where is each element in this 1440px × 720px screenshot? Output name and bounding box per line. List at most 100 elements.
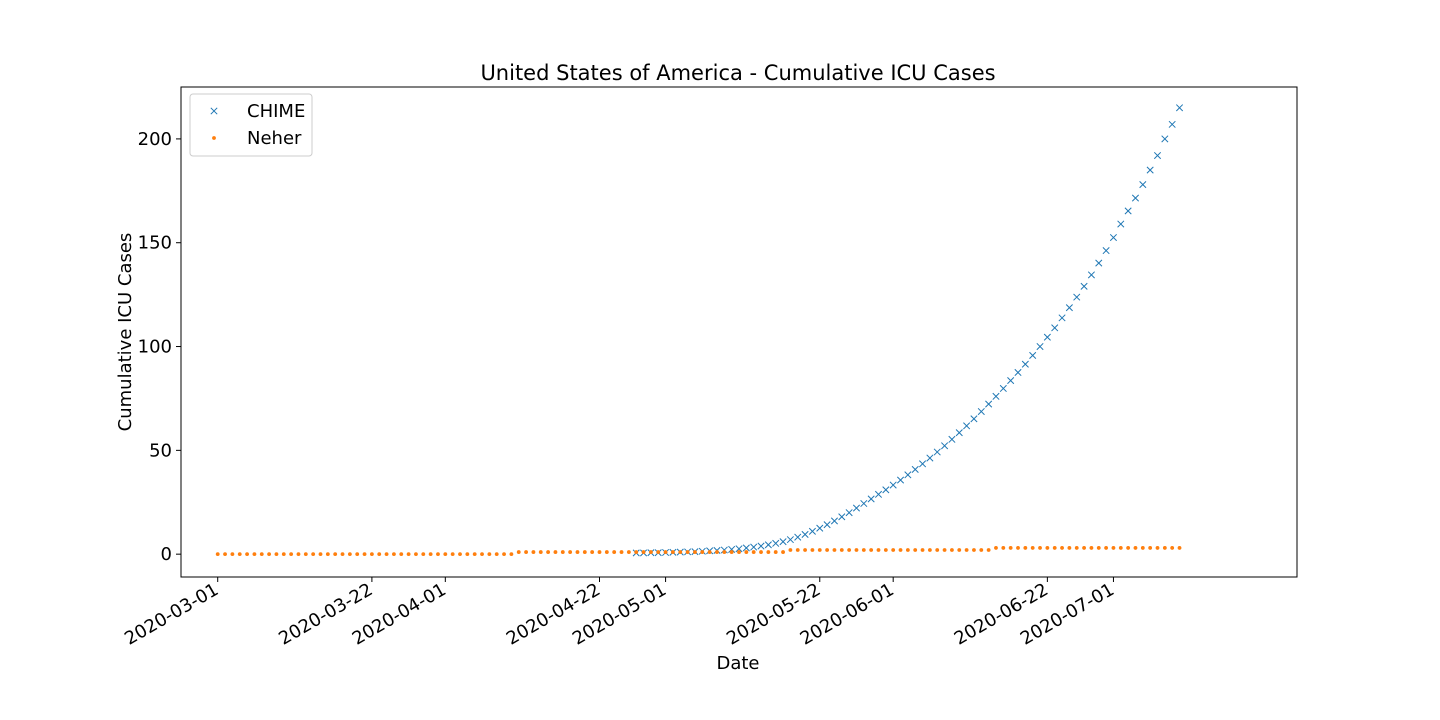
data-point-neher <box>648 550 653 554</box>
data-point-chime <box>1058 314 1066 322</box>
legend: CHIME Neher <box>189 93 313 157</box>
data-point-chime <box>904 471 912 479</box>
data-point-chime <box>728 545 736 553</box>
data-point-neher <box>296 552 301 557</box>
data-point-neher <box>898 548 903 552</box>
data-point-neher <box>443 552 448 557</box>
data-point-neher <box>626 550 631 554</box>
data-point-neher <box>414 552 418 557</box>
data-point-neher <box>1067 546 1072 550</box>
data-point-neher <box>722 550 727 554</box>
data-point-chime <box>742 544 750 552</box>
data-point-neher <box>913 548 918 552</box>
data-point-chime <box>757 542 765 550</box>
data-point-neher <box>612 550 617 554</box>
data-point-neher <box>215 552 220 557</box>
data-point-neher <box>480 552 484 557</box>
data-point-neher <box>1111 546 1116 550</box>
data-point-neher <box>854 548 859 552</box>
data-point-chime <box>1102 247 1110 255</box>
data-point-neher <box>986 548 991 552</box>
data-point-neher <box>465 552 470 557</box>
data-point-neher <box>318 552 323 557</box>
chart-title: United States of America - Cumulative IC… <box>480 61 995 85</box>
data-point-neher <box>281 552 286 557</box>
data-point-chime <box>1014 368 1022 377</box>
legend-marker-chime <box>210 107 218 115</box>
data-point-chime <box>867 495 875 503</box>
data-point-neher <box>950 548 954 552</box>
data-point-neher <box>803 548 807 552</box>
data-point-neher <box>773 550 778 554</box>
data-point-neher <box>531 550 536 554</box>
data-point-neher <box>311 552 316 557</box>
data-point-chime <box>779 538 787 546</box>
data-point-neher <box>1133 546 1138 550</box>
data-point-chime <box>1139 181 1147 189</box>
data-point-neher <box>957 548 962 552</box>
data-point-neher <box>340 552 345 557</box>
data-point-chime <box>1007 377 1015 385</box>
data-point-chime <box>786 536 794 544</box>
data-point-chime <box>882 486 890 494</box>
data-point-neher <box>303 552 308 557</box>
data-point-neher <box>274 552 279 557</box>
data-point-neher <box>516 550 521 554</box>
data-point-neher <box>1038 546 1042 550</box>
data-point-neher <box>766 550 771 554</box>
data-point-chime <box>1117 220 1125 228</box>
data-point-neher <box>729 550 734 554</box>
data-point-neher <box>230 552 235 557</box>
data-point-neher <box>869 548 874 552</box>
y-tick-label: 200 <box>138 129 172 150</box>
data-point-chime <box>1153 151 1162 160</box>
data-point-neher <box>905 548 910 552</box>
data-point-neher <box>663 550 668 554</box>
data-point-neher <box>428 552 433 557</box>
data-point-chime <box>720 546 728 554</box>
data-point-chime <box>808 527 816 535</box>
data-point-neher <box>1030 546 1035 550</box>
data-point-neher <box>847 548 852 552</box>
data-point-neher <box>861 548 866 552</box>
data-point-neher <box>1074 546 1079 550</box>
plot-area <box>180 86 1298 578</box>
data-point-chime <box>992 392 1000 400</box>
data-point-chime <box>970 415 978 423</box>
data-point-neher <box>891 548 896 552</box>
data-point-chime <box>896 476 905 484</box>
data-point-neher <box>678 550 683 554</box>
data-point-neher <box>751 550 756 554</box>
data-point-neher <box>707 550 712 554</box>
data-point-neher <box>421 552 426 557</box>
data-point-neher <box>590 550 595 554</box>
data-point-chime <box>764 541 772 549</box>
legend-label-neher: Neher <box>247 128 302 149</box>
data-point-neher <box>524 550 528 554</box>
data-point-neher <box>384 552 389 557</box>
data-point-chime <box>801 530 809 538</box>
data-point-chime <box>772 539 780 547</box>
y-axis: 0 50 100 150 200 <box>138 129 181 565</box>
data-point-neher <box>700 550 705 554</box>
data-point-neher <box>715 550 719 554</box>
data-point-neher <box>458 552 462 557</box>
data-point-neher <box>553 550 558 554</box>
data-point-neher <box>795 548 800 552</box>
data-point-neher <box>369 552 374 557</box>
data-point-neher <box>223 552 227 557</box>
data-point-chime <box>918 460 927 468</box>
data-point-chime <box>926 454 934 462</box>
data-point-chime <box>941 442 949 450</box>
data-point-neher <box>693 550 697 554</box>
data-point-neher <box>245 552 249 557</box>
data-point-neher <box>325 552 330 557</box>
data-point-neher <box>1089 546 1094 550</box>
data-point-neher <box>267 552 272 557</box>
data-point-neher <box>737 550 741 554</box>
data-point-chime <box>1109 233 1118 242</box>
data-point-neher <box>641 550 646 554</box>
data-point-neher <box>582 550 587 554</box>
data-point-neher <box>333 552 338 557</box>
